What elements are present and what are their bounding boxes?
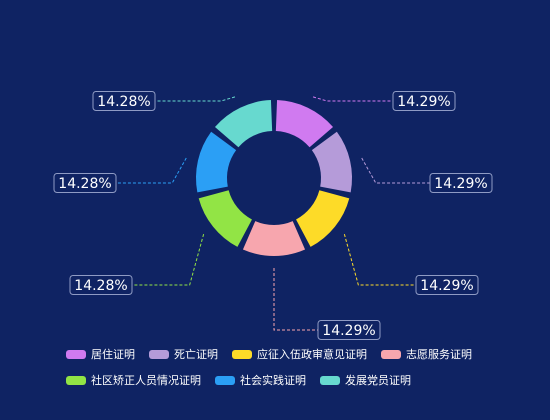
leader-line [361, 157, 430, 184]
data-label: 14.29% [434, 176, 487, 192]
legend-swatch [66, 349, 86, 359]
legend-swatch [232, 349, 252, 359]
donut-slice[interactable] [296, 190, 350, 247]
legend-label: 应征入伍政审意见证明 [257, 348, 367, 361]
leader-line [155, 96, 236, 102]
leader-line [273, 268, 318, 331]
legend-item[interactable]: 社区矫正人员情况证明 [66, 372, 201, 388]
data-label: 14.29% [420, 278, 473, 294]
leader-line [343, 233, 416, 286]
donut-slice[interactable] [198, 190, 252, 247]
donut-slice[interactable] [275, 100, 334, 148]
data-label-box [392, 91, 456, 111]
legend-item[interactable]: 社会实践证明 [215, 372, 306, 388]
legend-swatch [381, 349, 401, 359]
data-label-box [317, 320, 381, 340]
data-label-box [429, 173, 493, 193]
data-label-box [69, 275, 133, 295]
data-label: 14.28% [74, 278, 127, 294]
legend-label: 居住证明 [91, 348, 135, 361]
data-label-box [53, 173, 117, 193]
donut-slice[interactable] [311, 131, 352, 193]
legend-label: 社区矫正人员情况证明 [91, 374, 201, 387]
donut-slice[interactable] [214, 100, 273, 148]
leader-line [116, 157, 187, 184]
legend-swatch [149, 349, 169, 359]
data-label-box [92, 91, 156, 111]
donut-slice[interactable] [196, 131, 237, 193]
legend: 居住证明 死亡证明 应征入伍政审意见证明 志愿服务证明 社区矫正人员情况证明 社… [66, 346, 506, 388]
data-label-box [415, 275, 479, 295]
data-label: 14.28% [58, 176, 111, 192]
donut-chart: 14.29% 14.29% 14.29% 14.29% 14.28% 14.28% 14.2… [53, 91, 493, 340]
leader-line [312, 96, 393, 102]
data-label: 14.29% [397, 94, 450, 110]
legend-label: 死亡证明 [174, 348, 218, 361]
legend-label: 发展党员证明 [345, 374, 411, 387]
data-label: 14.28% [97, 94, 150, 110]
legend-swatch [215, 375, 235, 385]
leader-line [132, 233, 205, 286]
legend-item[interactable]: 应征入伍政审意见证明 [232, 346, 367, 362]
legend-item[interactable]: 死亡证明 [149, 346, 218, 362]
legend-label: 社会实践证明 [240, 374, 306, 387]
legend-label: 志愿服务证明 [406, 348, 472, 361]
legend-item[interactable]: 志愿服务证明 [381, 346, 472, 362]
data-label: 14.29% [322, 323, 375, 339]
legend-item[interactable]: 居住证明 [66, 346, 135, 362]
legend-swatch [320, 375, 340, 385]
legend-item[interactable]: 发展党员证明 [320, 372, 411, 388]
legend-swatch [66, 375, 86, 385]
donut-slice[interactable] [242, 221, 306, 256]
